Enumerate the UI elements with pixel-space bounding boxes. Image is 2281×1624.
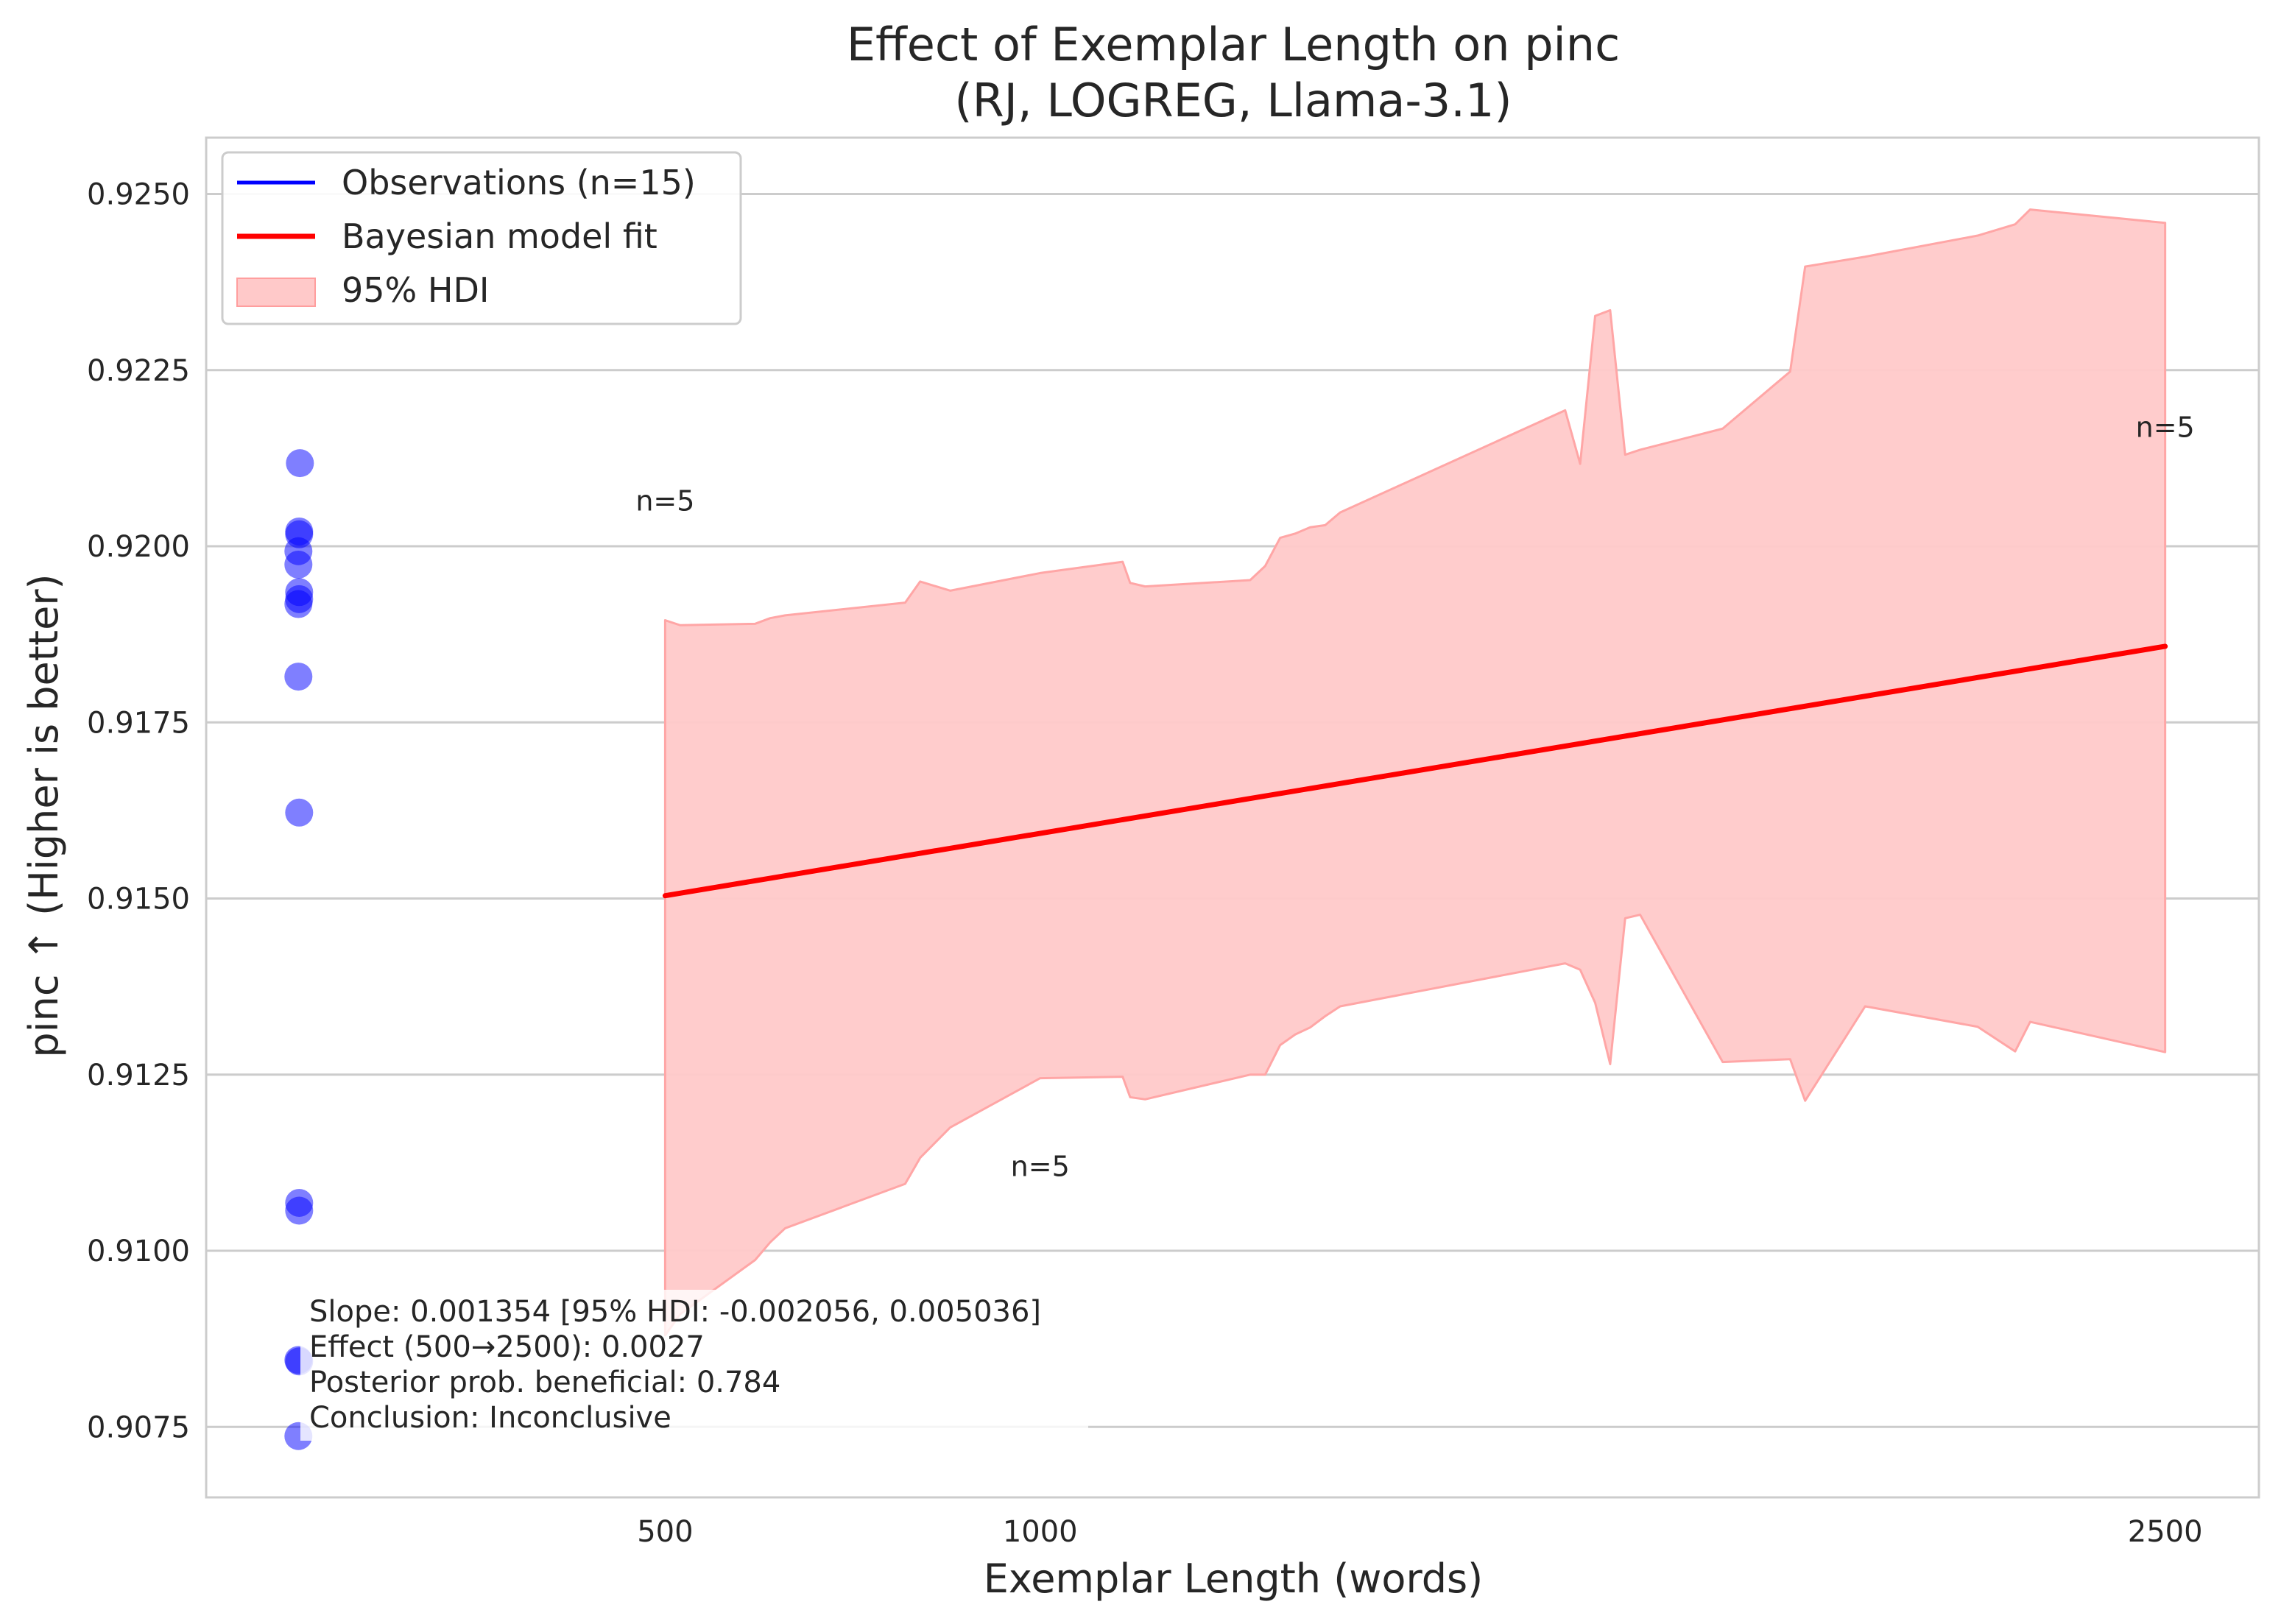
stats-box-background <box>300 1290 1088 1441</box>
y-tick-label: 0.9075 <box>87 1411 190 1444</box>
chart-subtitle: (RJ, LOGREG, Llama-3.1) <box>954 74 1512 127</box>
y-tick-label: 0.9150 <box>87 883 190 917</box>
stats-posterior: Posterior prob. beneficial: 0.784 <box>309 1366 780 1399</box>
observation-points <box>284 449 314 1450</box>
x-tick-label: 2500 <box>2128 1515 2203 1549</box>
y-axis-ticks: 0.9075 0.9100 0.9125 0.9150 0.9175 0.9200 0.92… <box>87 178 190 1445</box>
fit-line <box>662 643 2168 899</box>
legend-hdi-swatch <box>236 278 316 307</box>
y-tick-label: 0.9250 <box>87 178 190 212</box>
fit-line-layer <box>662 643 2168 899</box>
legend-box <box>221 151 742 325</box>
y-tick-label: 0.9100 <box>87 1235 190 1268</box>
legend: Observations (n=15) Bayesian model fit 9… <box>221 151 742 325</box>
x-tick-label: 500 <box>637 1515 693 1549</box>
observation-point <box>286 449 314 478</box>
observation-point <box>285 1196 314 1225</box>
observation-point <box>285 798 314 827</box>
stats-slope: Slope: 0.001354 [95% HDI: -0.002056, 0.0… <box>309 1295 1041 1329</box>
x-tick-label: 1000 <box>1003 1515 1078 1549</box>
legend-fit-label: Bayesian model fit <box>342 216 657 256</box>
stats-conclusion: Conclusion: Inconclusive <box>309 1401 671 1435</box>
legend-hdi-label: 95% HDI <box>342 270 489 310</box>
y-tick-label: 0.9200 <box>87 530 190 564</box>
legend-observations-label: Observations (n=15) <box>342 163 696 202</box>
observation-point <box>284 590 313 618</box>
y-tick-label: 0.9125 <box>87 1059 190 1092</box>
count-label: n=5 <box>2136 412 2195 444</box>
y-axis-label: pinc ↑ (Higher is better) <box>21 573 67 1057</box>
y-tick-label: 0.9225 <box>87 354 190 388</box>
count-label: n=5 <box>1011 1151 1070 1183</box>
y-tick-label: 0.9175 <box>87 706 190 740</box>
observation-point <box>284 663 313 691</box>
x-axis-ticks: 500 1000 2500 <box>637 1515 2202 1549</box>
chart-title: Effect of Exemplar Length on pinc <box>847 18 1620 71</box>
stats-box: Slope: 0.001354 [95% HDI: -0.002056, 0.0… <box>300 1290 1088 1441</box>
stats-effect: Effect (500→2500): 0.0027 <box>309 1330 705 1364</box>
count-annotations: n=5 n=5 n=5 <box>635 412 2194 1183</box>
observation-point <box>284 550 313 579</box>
x-axis-label: Exemplar Length (words) <box>984 1556 1483 1602</box>
count-label: n=5 <box>635 484 694 517</box>
